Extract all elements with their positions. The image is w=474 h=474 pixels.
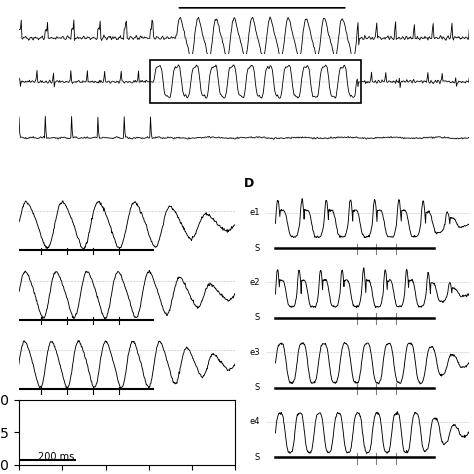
Text: e3: e3 xyxy=(249,347,260,356)
Bar xyxy=(149,60,361,103)
Text: e1: e1 xyxy=(249,208,260,217)
Text: S: S xyxy=(255,453,260,462)
Text: S: S xyxy=(255,313,260,322)
Text: e2: e2 xyxy=(249,278,260,287)
Text: S: S xyxy=(255,383,260,392)
Text: D: D xyxy=(244,177,255,190)
Text: e4: e4 xyxy=(249,417,260,426)
Text: 200 ms: 200 ms xyxy=(38,452,74,462)
Text: S: S xyxy=(255,244,260,253)
